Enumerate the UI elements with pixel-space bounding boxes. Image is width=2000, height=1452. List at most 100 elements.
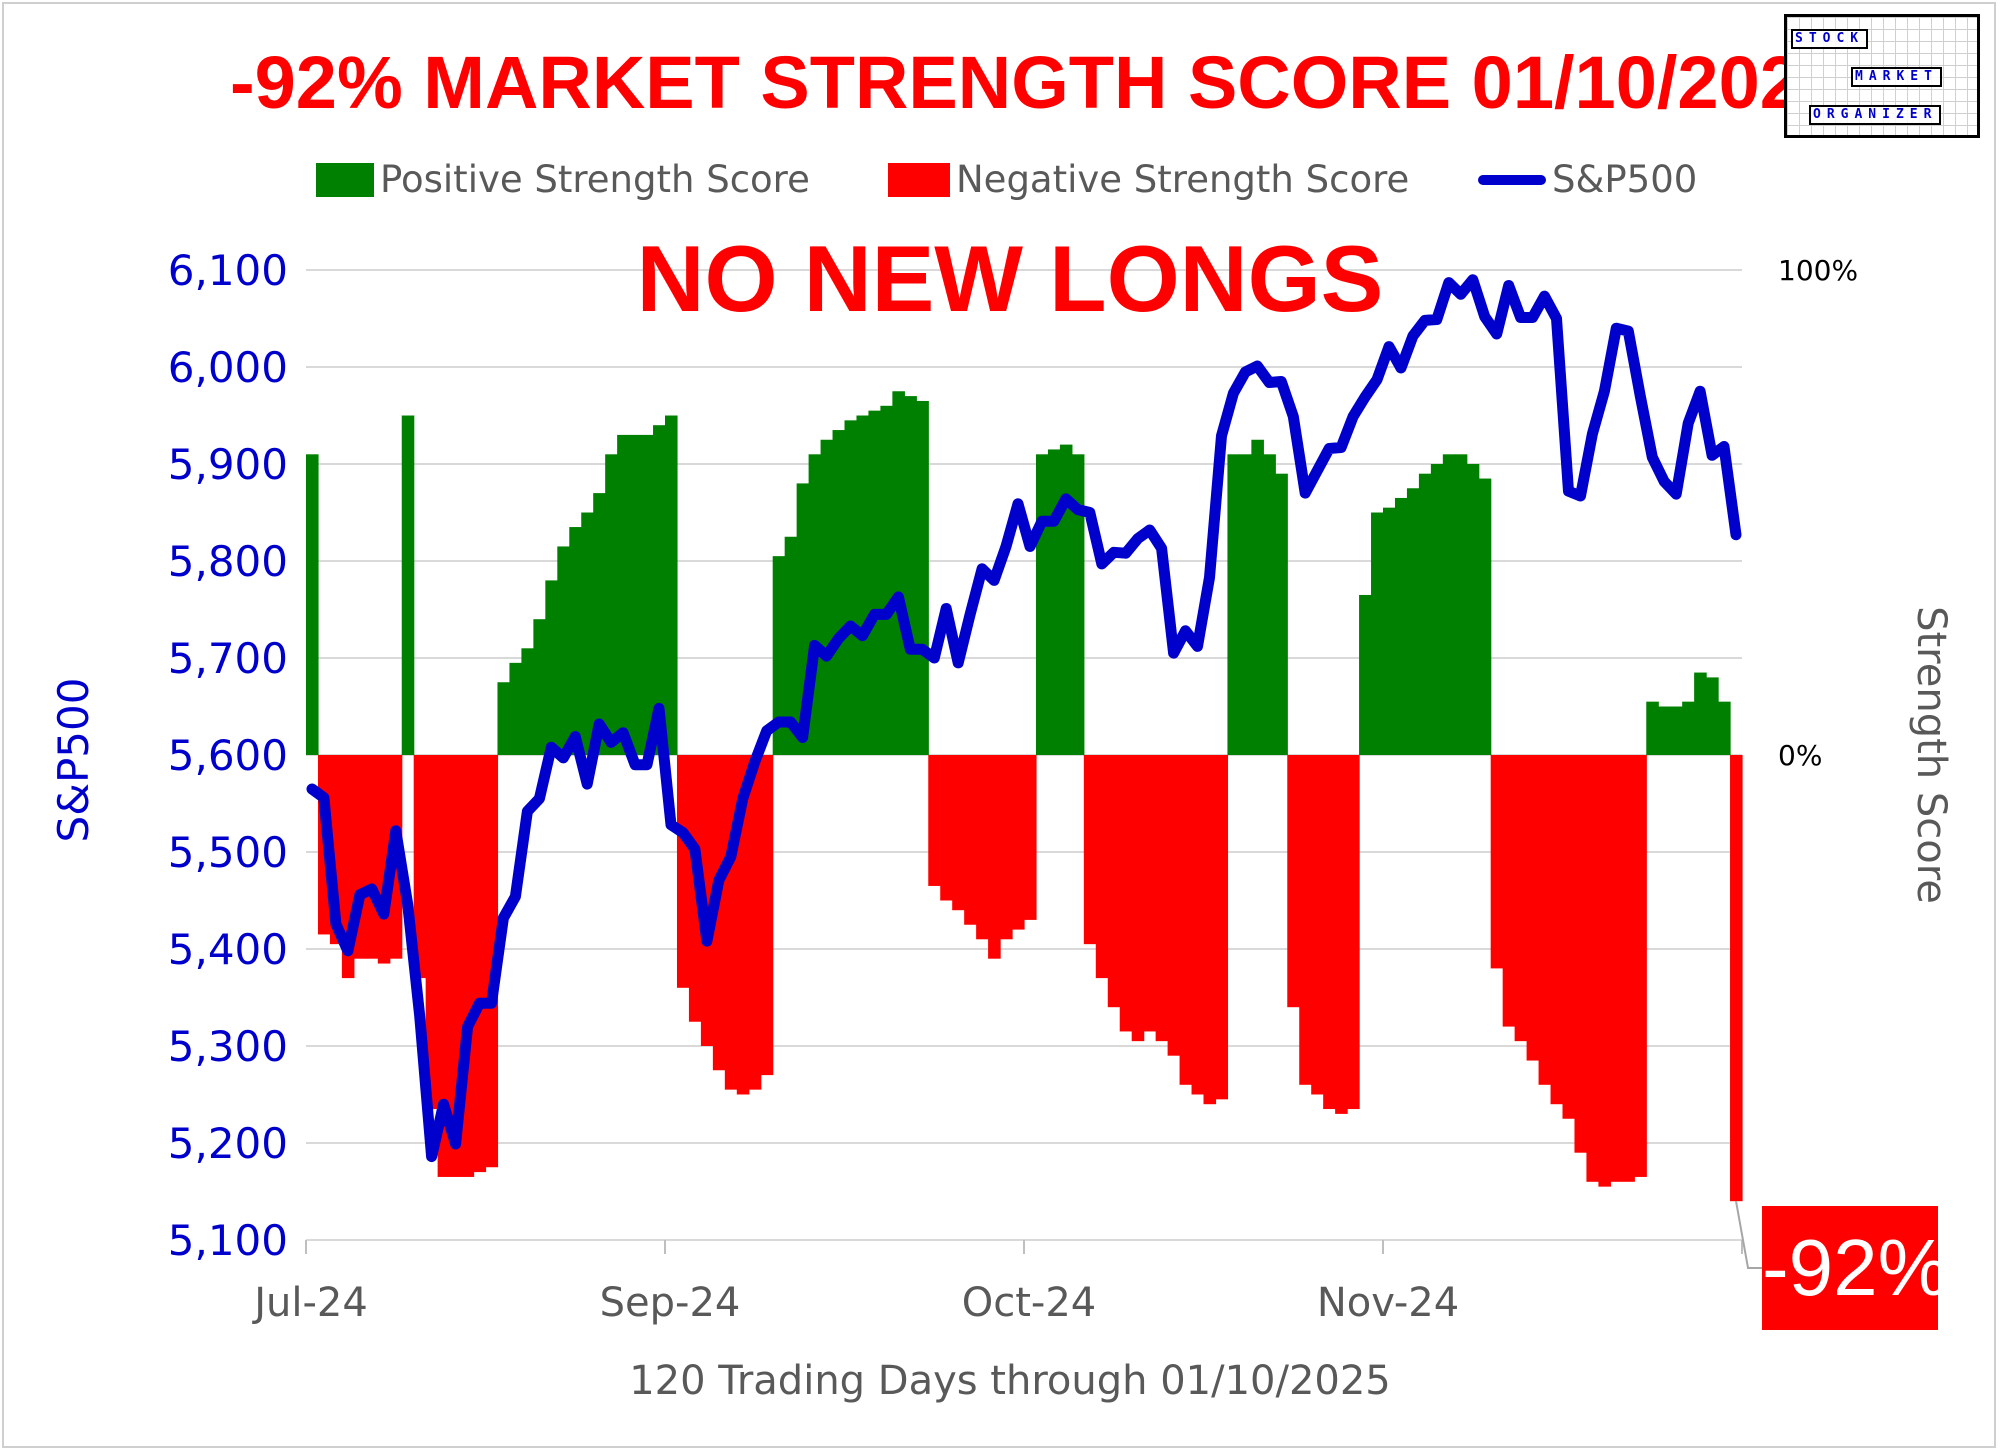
positive-strength-bar	[1035, 454, 1049, 755]
negative-strength-bar	[1131, 755, 1145, 1042]
positive-strength-bar	[880, 405, 893, 755]
legend-item-negative: Negative Strength Score	[888, 158, 1409, 201]
negative-strength-bar	[1119, 755, 1133, 1032]
positive-strength-bar	[665, 415, 678, 755]
no-new-longs-banner: NO NEW LONGS	[636, 226, 1384, 331]
positive-strength-bar	[581, 512, 594, 755]
positive-strength-bar	[401, 415, 415, 755]
negative-strength-bar	[365, 755, 379, 959]
negative-strength-bar	[988, 755, 1001, 959]
positive-strength-bar	[306, 454, 319, 755]
negative-strength-bar	[1000, 755, 1013, 940]
negative-strength-bar	[1215, 755, 1229, 1100]
y-tick-label-left: 5,500	[168, 828, 288, 877]
negative-strength-bar	[1335, 755, 1348, 1114]
negative-strength-bar	[1311, 755, 1324, 1095]
positive-strength-bar	[557, 546, 570, 755]
positive-strength-bar	[916, 400, 929, 755]
negative-strength-bar	[700, 755, 714, 1046]
positive-strength-bar	[1251, 439, 1264, 755]
negative-strength-bar	[473, 755, 487, 1173]
positive-strength-bar	[605, 454, 618, 755]
positive-strength-bar	[1263, 454, 1276, 755]
positive-strength-bar	[497, 682, 511, 755]
positive-strength-bar	[784, 536, 798, 755]
positive-strength-bar	[533, 619, 546, 755]
legend-swatch-sp500	[1478, 174, 1546, 185]
negative-strength-bar	[1550, 755, 1564, 1105]
y-tick-label-right: 0%	[1778, 739, 1822, 772]
negative-strength-bar	[940, 755, 953, 901]
negative-strength-bar	[1538, 755, 1552, 1085]
badge-leader-line	[1735, 1201, 1762, 1269]
negative-strength-bar	[1347, 755, 1360, 1110]
y-tick-label-left: 6,000	[168, 343, 288, 392]
legend-swatch-negative	[888, 162, 950, 197]
positive-strength-bar	[1682, 701, 1695, 755]
positive-strength-bar	[1454, 454, 1468, 755]
x-tick-label: Jul-24	[251, 1280, 368, 1326]
negative-strength-bar	[760, 755, 774, 1076]
x-tick-label: Nov-24	[1317, 1280, 1459, 1326]
negative-strength-bar	[724, 755, 738, 1090]
positive-strength-bar	[1071, 454, 1085, 755]
positive-strength-bar	[509, 662, 522, 755]
negative-strength-bar	[976, 755, 989, 940]
positive-strength-bar	[545, 580, 558, 755]
negative-strength-bar	[485, 755, 499, 1168]
negative-strength-bar	[1083, 755, 1097, 945]
positive-strength-bar	[1658, 706, 1671, 755]
negative-strength-bar	[413, 755, 427, 979]
negative-strength-bar	[1490, 755, 1504, 969]
positive-strength-bar	[904, 396, 917, 755]
positive-strength-bar	[1406, 488, 1420, 755]
positive-strength-bar	[1394, 497, 1408, 755]
negative-strength-bar	[1095, 755, 1109, 979]
x-tick-label: Sep-24	[600, 1280, 741, 1326]
negative-strength-bar	[1586, 755, 1599, 1182]
legend-label-sp500: S&P500	[1552, 158, 1698, 201]
positive-strength-bar	[1059, 444, 1073, 755]
negative-strength-bar	[1203, 755, 1217, 1105]
negative-strength-bar	[1323, 755, 1336, 1110]
negative-strength-bar	[1610, 755, 1623, 1182]
negative-strength-bar	[1562, 755, 1576, 1119]
positive-strength-bar	[1670, 706, 1683, 755]
y-tick-label-left: 5,400	[168, 925, 288, 974]
y-tick-label-left: 5,600	[168, 731, 288, 780]
positive-strength-bar	[1718, 701, 1731, 755]
negative-strength-bar	[1155, 755, 1169, 1042]
positive-strength-bar	[593, 493, 606, 755]
negative-strength-bar	[1574, 755, 1588, 1153]
sp500-line	[306, 274, 1742, 1163]
legend-item-sp500: S&P500	[1478, 158, 1697, 201]
negative-strength-bar	[1012, 755, 1025, 930]
positive-strength-bar	[1275, 473, 1288, 755]
positive-strength-bar	[1466, 464, 1480, 755]
positive-strength-bar	[772, 556, 786, 755]
positive-strength-bar	[521, 648, 534, 755]
legend-label-positive: Positive Strength Score	[380, 158, 810, 201]
y-tick-label-left: 5,900	[168, 440, 288, 489]
negative-strength-bar	[676, 755, 690, 988]
y-axis-right-title: Strength Score	[1908, 606, 1954, 904]
y-tick-label-left: 5,200	[168, 1119, 288, 1168]
negative-strength-bar	[1514, 755, 1528, 1042]
sp500-series-line	[306, 274, 1742, 1163]
legend-swatch-positive	[316, 162, 374, 197]
positive-strength-bar	[1359, 594, 1372, 755]
chart-title: -92% MARKET STRENGTH SCORE 01/10/2025	[230, 41, 1843, 124]
y-tick-label-left: 5,800	[168, 537, 288, 586]
y-tick-label-left: 5,700	[168, 634, 288, 683]
negative-strength-bar	[1024, 755, 1037, 920]
x-tick-label: Oct-24	[962, 1280, 1097, 1326]
logo-line-organizer: ORGANIZER	[1809, 105, 1942, 125]
positive-strength-bar	[1442, 454, 1456, 755]
tick-labels: 5,100 5,200 5,300 5,400 5,500 5,600 5,700 5,800…	[168, 246, 1868, 1326]
stock-market-organizer-logo: STOCK MARKET ORGANIZER	[1784, 14, 1980, 138]
negative-strength-bar	[1526, 755, 1540, 1061]
positive-strength-bar	[1371, 512, 1384, 755]
positive-strength-bar	[1430, 464, 1444, 755]
positive-strength-bar	[1646, 701, 1659, 755]
